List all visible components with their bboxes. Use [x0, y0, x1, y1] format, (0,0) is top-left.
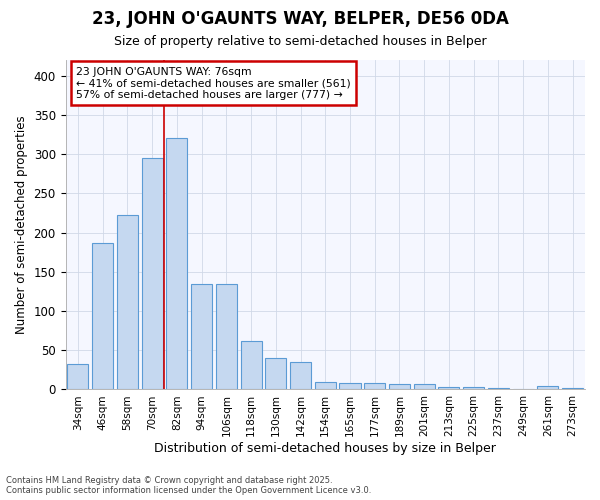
Bar	[488, 388, 509, 390]
Text: Contains HM Land Registry data © Crown copyright and database right 2025.
Contai: Contains HM Land Registry data © Crown c…	[6, 476, 371, 495]
Y-axis label: Number of semi-detached properties: Number of semi-detached properties	[15, 116, 28, 334]
Bar	[290, 362, 311, 390]
Bar	[413, 384, 435, 390]
Bar	[562, 388, 583, 390]
Bar	[92, 243, 113, 390]
Text: Size of property relative to semi-detached houses in Belper: Size of property relative to semi-detach…	[113, 35, 487, 48]
Bar	[117, 216, 138, 390]
Bar	[340, 383, 361, 390]
Bar	[166, 138, 187, 390]
Bar	[389, 384, 410, 390]
Bar	[191, 284, 212, 390]
Text: 23, JOHN O'GAUNTS WAY, BELPER, DE56 0DA: 23, JOHN O'GAUNTS WAY, BELPER, DE56 0DA	[92, 10, 508, 28]
X-axis label: Distribution of semi-detached houses by size in Belper: Distribution of semi-detached houses by …	[154, 442, 496, 455]
Bar	[216, 284, 237, 390]
Bar	[439, 387, 460, 390]
Bar	[142, 158, 163, 390]
Bar	[265, 358, 286, 390]
Bar	[315, 382, 336, 390]
Bar	[67, 364, 88, 390]
Text: 23 JOHN O'GAUNTS WAY: 76sqm
← 41% of semi-detached houses are smaller (561)
57% : 23 JOHN O'GAUNTS WAY: 76sqm ← 41% of sem…	[76, 66, 350, 100]
Bar	[538, 386, 559, 390]
Bar	[364, 383, 385, 390]
Bar	[463, 387, 484, 390]
Bar	[241, 341, 262, 390]
